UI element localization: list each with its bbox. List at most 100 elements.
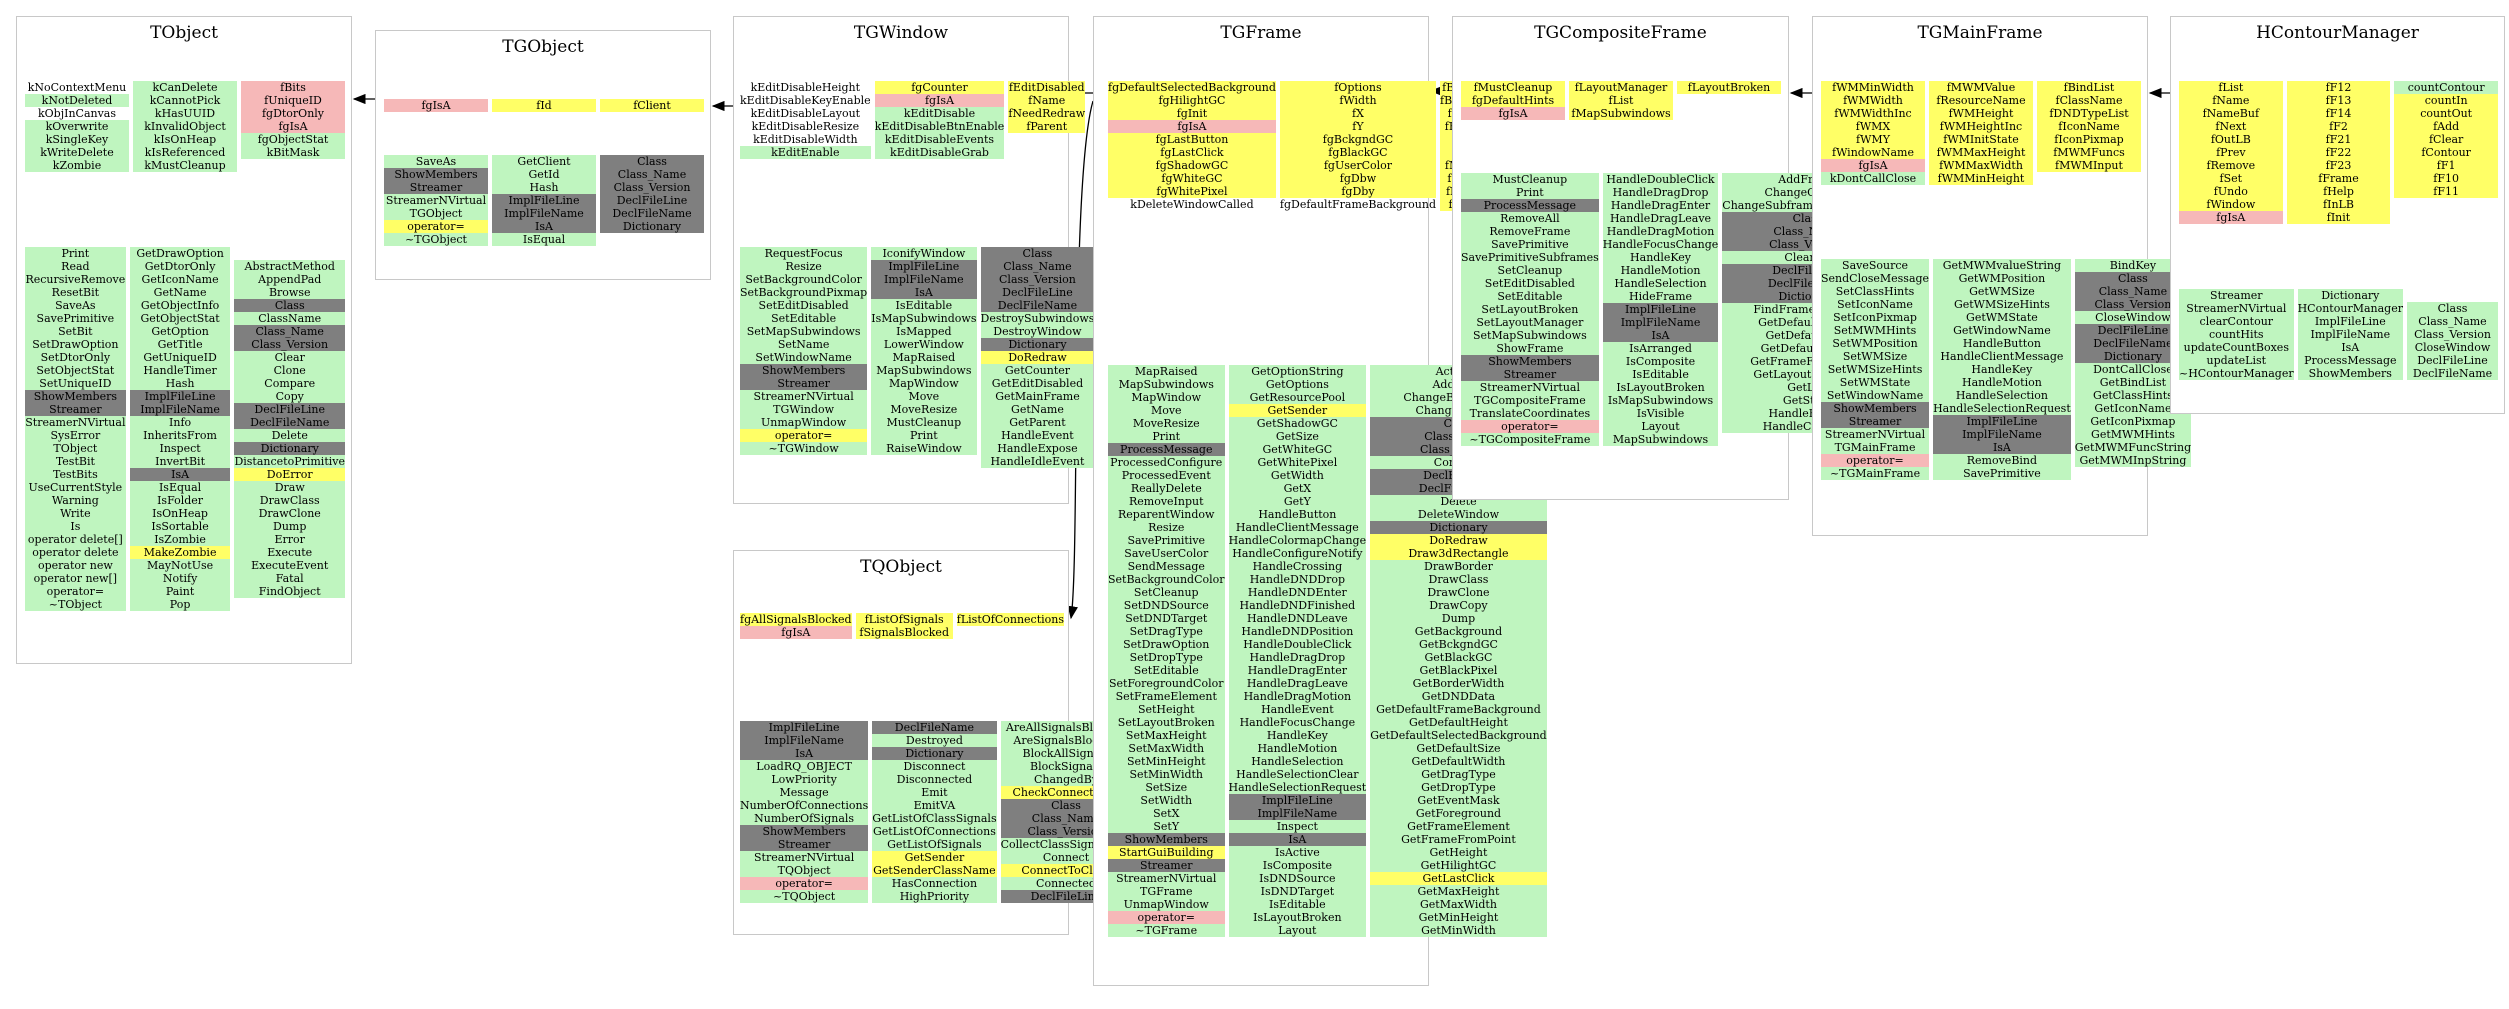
member-fsignalsblocked: fSignalsBlocked — [855, 626, 953, 639]
member-kmustcleanup: kMustCleanup — [133, 159, 237, 172]
member-setcleanup: SetCleanup — [1461, 264, 1599, 277]
member-findobject: FindObject — [234, 585, 345, 598]
member-updatecountboxes: updateCountBoxes — [2179, 341, 2294, 354]
member-clearcontour: clearContour — [2179, 315, 2294, 328]
member-warning: Warning — [25, 494, 126, 507]
member-handleclientmessage: HandleClientMessage — [1228, 521, 1367, 534]
member-read: Read — [25, 260, 126, 273]
member-destroyed: Destroyed — [872, 734, 997, 747]
member-islayoutbroken: IsLayoutBroken — [1602, 381, 1719, 394]
member-handlekey: HandleKey — [1933, 363, 2071, 376]
member-geticonname: GetIconName — [2074, 402, 2192, 415]
member-sendclosemessage: SendCloseMessage — [1821, 272, 1930, 285]
member-getbindlist: GetBindList — [2074, 376, 2192, 389]
member-layout: Layout — [1602, 420, 1719, 433]
member-finit: fInit — [2286, 211, 2391, 224]
member-streamer: Streamer — [740, 377, 868, 390]
member-dontcallclose: DontCallClose — [2074, 363, 2192, 376]
member-fneedredraw: fNeedRedraw — [1008, 107, 1086, 120]
member-setx: SetX — [1108, 807, 1225, 820]
member-getwmsizehints: GetWMSizeHints — [1933, 298, 2071, 311]
member-fwindowname: fWindowName — [1821, 146, 1925, 159]
member-moveresize: MoveResize — [1108, 417, 1225, 430]
member-fset: fSet — [2179, 172, 2283, 185]
member-feditdisabled: fEditDisabled — [1008, 81, 1086, 94]
member-keditdisable: kEditDisable — [874, 107, 1005, 120]
member-fglastbutton: fgLastButton — [1108, 133, 1276, 146]
member-operator: operator= — [384, 220, 488, 233]
member-compare: Compare — [234, 377, 345, 390]
member-empty — [1677, 94, 1781, 107]
member-fgisa: fgIsA — [1108, 120, 1276, 133]
member-dictionary: Dictionary — [980, 338, 1095, 351]
member-setwmstate: SetWMState — [1821, 376, 1930, 389]
member-tgwindow: ~TGWindow — [740, 442, 868, 455]
member-fwmmaxheight: fWMMaxHeight — [1929, 146, 2033, 159]
member-data-group: fWMMinWidth fMWMValue fBindList fWMWidth fRe… — [1821, 81, 2141, 185]
member-empty — [871, 455, 976, 468]
member-declfilename: DeclFileName — [2074, 337, 2192, 350]
member-disconnect: Disconnect — [872, 760, 997, 773]
member-fremove: fRemove — [2179, 159, 2283, 172]
member-fwmminwidth: fWMMinWidth — [1821, 81, 1925, 94]
member-usecurrentstyle: UseCurrentStyle — [25, 481, 126, 494]
member-tgobject: TGObject — [384, 207, 488, 220]
member-testbits: TestBits — [25, 468, 126, 481]
member-empty — [2075, 467, 2191, 480]
member-implfilename: ImplFileName — [1228, 807, 1367, 820]
member-sendmessage: SendMessage — [1108, 560, 1225, 573]
member-issortable: IsSortable — [129, 520, 231, 533]
member-removeinput: RemoveInput — [1108, 495, 1225, 508]
member-print: Print — [1461, 186, 1599, 199]
member-lowerwindow: LowerWindow — [871, 338, 977, 351]
member-empty — [2037, 172, 2141, 185]
member-handleselectionrequest: HandleSelectionRequest — [1933, 402, 2071, 415]
member-fy: fY — [1279, 120, 1436, 133]
member-resetbit: ResetBit — [25, 286, 126, 299]
member-class: Class — [2406, 302, 2498, 315]
member-tgwindow: TGWindow — [740, 403, 868, 416]
member-ficonpixmap: fIconPixmap — [2037, 133, 2141, 146]
class-hcontourmanager: HContourManager fList fF12 countContour fNa… — [2170, 16, 2505, 414]
member-showmembers: ShowMembers — [740, 825, 869, 838]
member-fwmx: fWMX — [1821, 120, 1925, 133]
member-move: Move — [871, 390, 977, 403]
member-delete: Delete — [234, 429, 345, 442]
member-removebind: RemoveBind — [1933, 454, 2071, 467]
member-countin: countIn — [2394, 94, 2498, 107]
member-getsize: GetSize — [1228, 430, 1367, 443]
member-handlefocuschange: HandleFocusChange — [1602, 238, 1719, 251]
member-saveas: SaveAs — [384, 155, 488, 168]
member-keditdisableheight: kEditDisableHeight — [750, 81, 861, 94]
member-ff1: fF1 — [2394, 159, 2498, 172]
member-implfileline: ImplFileLine — [1228, 794, 1367, 807]
member-getname: GetName — [129, 286, 231, 299]
member-seteditable: SetEditable — [1108, 664, 1225, 677]
member-tgframe: TGFrame — [1108, 885, 1225, 898]
member-isa: IsA — [2297, 341, 2403, 354]
member-fgdbw: fgDbw — [1279, 172, 1436, 185]
member-keditdisableevents: kEditDisableEvents — [874, 133, 1005, 146]
member-empty — [1008, 146, 1085, 159]
member-getmaxheight: GetMaxHeight — [1370, 885, 1547, 898]
member-copy: Copy — [234, 390, 345, 403]
member-flistofsignals: fListOfSignals — [855, 613, 953, 626]
member-getcounter: GetCounter — [980, 364, 1095, 377]
member-isa: IsA — [1933, 441, 2071, 454]
member-execute: Execute — [234, 546, 345, 559]
member-flist: fList — [2179, 81, 2283, 94]
member-ismapped: IsMapped — [871, 325, 977, 338]
member-declfileline: DeclFileLine — [234, 403, 345, 416]
member-info: Info — [129, 416, 231, 429]
member-saveprimitive: SavePrimitive — [1108, 534, 1225, 547]
member-getclasshints: GetClassHints — [2074, 389, 2192, 402]
member-seteditable: SetEditable — [1461, 290, 1599, 303]
member-fgdtoronly: fgDtorOnly — [241, 107, 345, 120]
member-write: Write — [25, 507, 126, 520]
member-hcontourmanager: HContourManager — [2297, 302, 2403, 315]
member-fresourcename: fResourceName — [1929, 94, 2033, 107]
member-fadd: fAdd — [2394, 120, 2498, 133]
member-class-name: Class_Name — [2406, 315, 2498, 328]
member-handledragdrop: HandleDragDrop — [1602, 186, 1719, 199]
member-testbit: TestBit — [25, 455, 126, 468]
